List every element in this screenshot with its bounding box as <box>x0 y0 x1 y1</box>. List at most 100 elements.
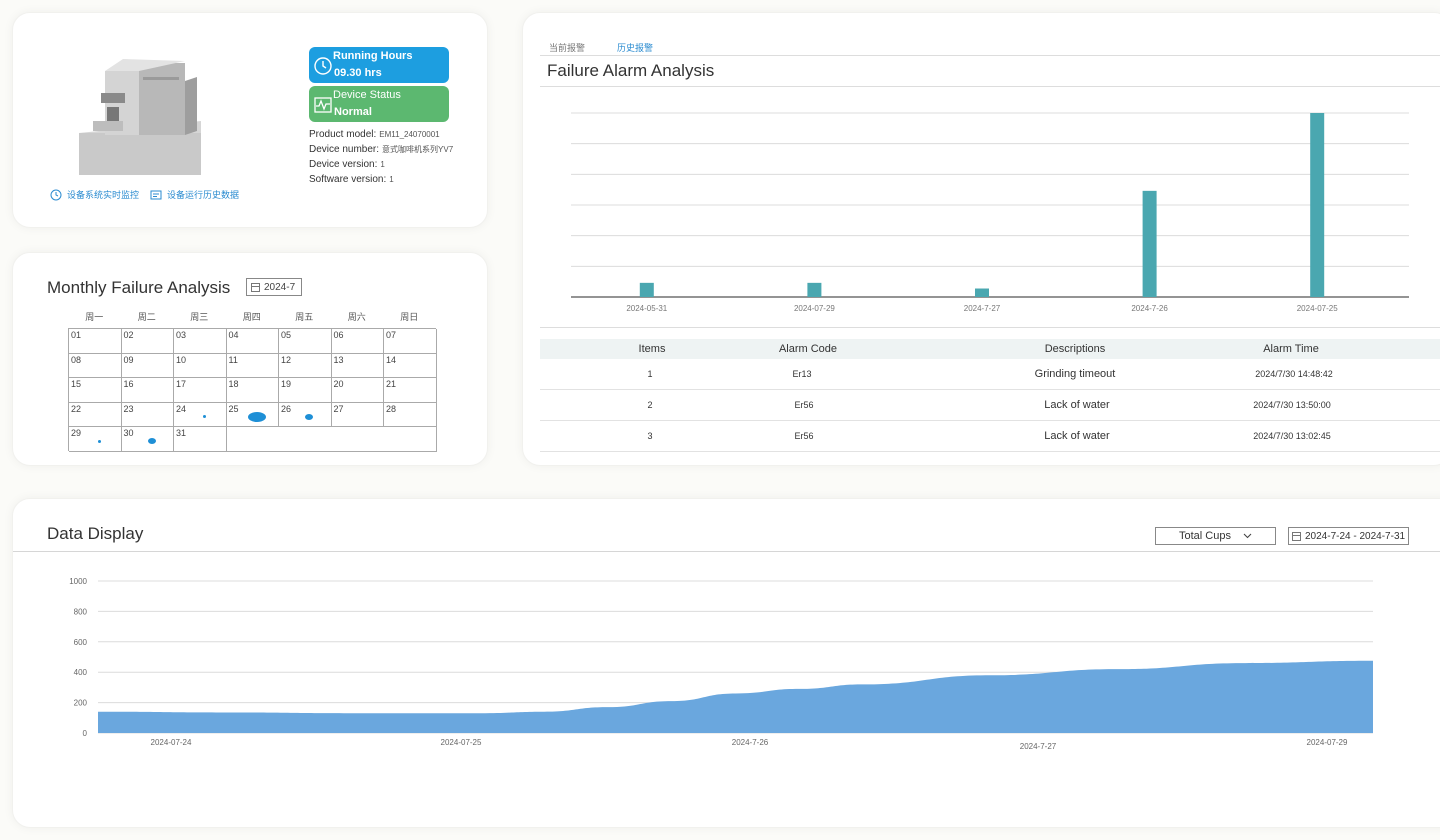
column-header: Alarm Code <box>778 343 838 355</box>
calendar-day[interactable]: 22 <box>69 402 122 427</box>
software-version-value: 1 <box>389 175 394 184</box>
calendar-icon <box>251 282 260 292</box>
calendar-day[interactable]: 20 <box>331 378 384 403</box>
metric-select[interactable]: Total Cups <box>1155 527 1276 545</box>
history-data-label: 设备运行历史数据 <box>167 190 240 200</box>
calendar-day[interactable]: 30 <box>121 427 174 452</box>
x-tick-label: 2024-07-29 <box>794 304 835 313</box>
history-icon <box>150 190 162 199</box>
alarm-bar[interactable] <box>975 288 989 297</box>
column-header: Items <box>638 343 666 355</box>
calendar-day[interactable]: 31 <box>174 427 227 452</box>
x-tick-label: 2024-07-24 <box>151 738 192 747</box>
alarm-bar[interactable] <box>639 282 654 297</box>
weekday-label: 周六 <box>347 312 366 322</box>
running-hours-value: 09.30 hrs <box>334 67 382 79</box>
alarm-bar[interactable] <box>1142 190 1157 297</box>
alarm-bar[interactable] <box>1310 113 1325 297</box>
calendar-day-label: 12 <box>281 354 292 365</box>
alarm-table: Items Alarm Code Descriptions Alarm Time… <box>540 339 1440 452</box>
tabs-divider <box>540 55 1440 56</box>
calendar-day[interactable]: 10 <box>174 353 227 378</box>
calendar-day[interactable]: 07 <box>384 329 437 354</box>
product-model-label: Product model: <box>309 129 377 140</box>
x-tick-label: 2024-07-25 <box>441 738 482 747</box>
cell-item: 1 <box>647 369 653 379</box>
data-area-chart: 0 200 400 600 800 1000 2024-07-24 2024-07-25 202… <box>69 577 1373 751</box>
calendar-day-label: 03 <box>176 330 187 340</box>
running-hours-card: Running Hours 09.30 hrs <box>309 47 449 83</box>
table-row[interactable]: 2 Er56 Lack of water 2024/7/30 13:50:00 <box>540 390 1440 421</box>
table-header-row: Items Alarm Code Descriptions Alarm Time <box>540 339 1440 359</box>
alarm-bar[interactable] <box>807 282 822 297</box>
calendar-day[interactable]: 18 <box>226 378 279 403</box>
calendar-day[interactable]: 25 <box>226 402 279 427</box>
calendar-day[interactable]: 12 <box>279 353 332 378</box>
calendar-day[interactable]: 13 <box>331 353 384 378</box>
failure-calendar: 01 02 03 04 05 06 07 08 09 10 11 12 13 14 15 16 17 18 19 20… <box>68 328 437 452</box>
cell-alarm-code: Er13 <box>792 369 812 379</box>
x-tick-label: 2024-7-26 <box>732 738 769 747</box>
date-range-picker[interactable]: 2024-7-24 - 2024-7-31 <box>1288 527 1409 545</box>
calendar-day-label: 13 <box>333 354 344 365</box>
calendar-day[interactable]: 09 <box>121 353 174 378</box>
coffee-machine-image <box>79 59 201 175</box>
y-tick-label: 1000 <box>69 577 87 586</box>
tab-history-alarm[interactable]: 历史报警 <box>617 43 654 53</box>
tab-current-alarm[interactable]: 当前报警 <box>549 43 586 53</box>
weekday-label: 周三 <box>190 312 209 322</box>
calendar-day-label: 28 <box>386 403 397 414</box>
calendar-day[interactable]: 27 <box>331 402 384 427</box>
calendar-day[interactable]: 24 <box>174 402 227 427</box>
calendar-day[interactable]: 01 <box>69 329 122 354</box>
calendar-day[interactable]: 02 <box>121 329 174 354</box>
cell-description: Lack of water <box>1044 430 1110 442</box>
calendar-day[interactable]: 14 <box>384 353 437 378</box>
calendar-day[interactable]: 16 <box>121 378 174 403</box>
y-tick-label: 200 <box>74 699 88 708</box>
running-hours-label: Running Hours <box>333 50 413 62</box>
calendar-day[interactable]: 23 <box>121 402 174 427</box>
calendar-day[interactable]: 15 <box>69 378 122 403</box>
calendar-day-label: 08 <box>71 354 82 365</box>
calendar-day[interactable]: 11 <box>226 353 279 378</box>
calendar-day-label: 21 <box>386 379 397 389</box>
alarm-tabs: 当前报警 历史报警 <box>549 41 653 54</box>
calendar-day[interactable]: 08 <box>69 353 122 378</box>
calendar-day[interactable]: 17 <box>174 378 227 403</box>
weekday-label: 周日 <box>400 312 419 322</box>
realtime-monitor-link[interactable]: 设备系统实时监控 <box>50 188 139 201</box>
month-picker[interactable]: 2024-7 <box>246 278 302 296</box>
cell-alarm-code: Er56 <box>794 431 814 441</box>
calendar-day[interactable]: 21 <box>384 378 437 403</box>
calendar-day[interactable]: 19 <box>279 378 332 403</box>
data-title-divider <box>13 551 1440 552</box>
calendar-day[interactable]: 26 <box>279 402 332 427</box>
calendar-day[interactable]: 05 <box>279 329 332 354</box>
calendar-day[interactable]: 04 <box>226 329 279 354</box>
cell-item: 3 <box>647 431 653 441</box>
monthly-failure-card: Monthly Failure Analysis 2024-7 周一 周二 周三… <box>12 252 488 466</box>
pulse-icon <box>314 97 332 113</box>
device-status-card: Device Status Normal <box>309 86 449 122</box>
calendar-day[interactable]: 29 <box>69 427 122 452</box>
date-range-value: 2024-7-24 - 2024-7-31 <box>1305 530 1406 542</box>
calendar-day[interactable]: 06 <box>331 329 384 354</box>
y-tick-label: 800 <box>74 607 88 616</box>
device-status-label: Device Status <box>333 89 401 101</box>
metric-select-value: Total Cups <box>1179 530 1231 542</box>
cell-alarm-time: 2024/7/30 13:02:45 <box>1253 431 1331 441</box>
calendar-day[interactable]: 03 <box>174 329 227 354</box>
clock-icon <box>314 57 332 75</box>
product-model-value: EM11_24070001 <box>379 130 440 139</box>
y-tick-label: 0 <box>83 729 88 738</box>
table-row[interactable]: 3 Er56 Lack of water 2024/7/30 13:02:45 <box>540 421 1440 452</box>
calendar-day-label: 05 <box>281 330 292 340</box>
x-tick-label: 2024-07-25 <box>1297 304 1338 313</box>
x-tick-label: 2024-05-31 <box>626 304 667 313</box>
history-data-link[interactable]: 设备运行历史数据 <box>150 188 239 201</box>
title-divider <box>540 86 1440 87</box>
weekday-label: 周一 <box>85 312 104 322</box>
calendar-day[interactable]: 28 <box>384 402 437 427</box>
table-row[interactable]: 1 Er13 Grinding timeout 2024/7/30 14:48:… <box>540 359 1440 390</box>
